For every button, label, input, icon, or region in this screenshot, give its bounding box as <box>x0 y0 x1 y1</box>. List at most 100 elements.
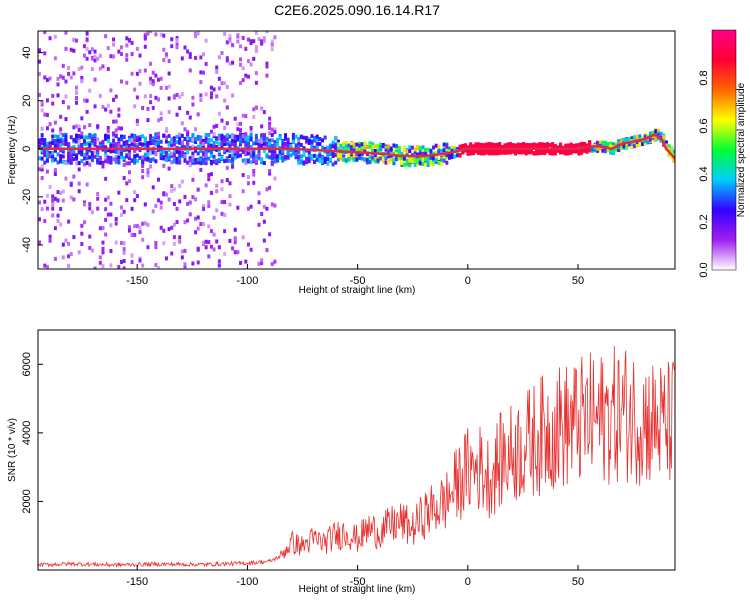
heatmap-cell <box>175 134 179 139</box>
heatmap-cell <box>209 190 213 195</box>
heatmap-cell <box>167 71 171 76</box>
heatmap-cell <box>51 158 55 163</box>
heatmap-cell <box>178 132 182 137</box>
heatmap-cell <box>400 155 404 160</box>
heatmap-cell <box>574 143 578 148</box>
heatmap-cell <box>117 190 121 195</box>
heatmap-cell <box>228 134 232 139</box>
heatmap-cell <box>117 107 121 112</box>
heatmap-cell <box>262 219 266 224</box>
heatmap-cell <box>400 160 404 165</box>
heatmap-cell <box>45 193 49 198</box>
heatmap-cell <box>204 38 208 43</box>
heatmap-cell <box>313 138 317 143</box>
heatmap-cell <box>38 240 41 245</box>
heatmap-cell <box>180 56 184 61</box>
heatmap-cell <box>85 56 89 61</box>
heatmap-cell <box>236 39 240 44</box>
heatmap-cell <box>260 212 264 217</box>
heatmap-cell <box>172 235 176 240</box>
heatmap-x-tick-label: 50 <box>572 275 584 287</box>
heatmap-cell <box>445 160 449 165</box>
heatmap-cell <box>151 79 155 84</box>
heatmap-cell <box>98 66 102 71</box>
heatmap-cell <box>527 143 531 148</box>
heatmap-cell <box>220 118 224 123</box>
heatmap-cell <box>59 114 63 119</box>
heatmap-cell <box>249 62 253 67</box>
heatmap-cell <box>384 156 388 161</box>
heatmap-cell <box>88 206 92 211</box>
heatmap-cell <box>239 44 243 49</box>
heatmap-cell <box>90 210 94 215</box>
heatmap-cell <box>138 225 142 230</box>
heatmap-cell <box>130 40 134 45</box>
heatmap-cell <box>231 148 235 153</box>
heatmap-cell <box>588 148 592 153</box>
heatmap-cell <box>648 137 652 142</box>
heatmap-cell <box>268 169 272 174</box>
heatmap-cell <box>212 159 216 164</box>
heatmap-cell <box>157 118 161 123</box>
heatmap-cell <box>146 118 150 123</box>
heatmap-cell <box>223 31 227 36</box>
heatmap-cell <box>225 137 229 142</box>
heatmap-x-tick-label: -50 <box>350 275 366 287</box>
heatmap-cell <box>545 144 549 149</box>
heatmap-cell <box>127 170 131 175</box>
heatmap-cell <box>143 32 147 37</box>
heatmap-cell <box>138 135 142 140</box>
heatmap-cell <box>154 263 158 268</box>
heatmap-cell <box>61 189 65 194</box>
heatmap-cell <box>180 153 184 158</box>
heatmap-cell <box>283 134 287 139</box>
heatmap-cell <box>45 152 49 157</box>
heatmap-cell <box>164 192 168 197</box>
heatmap-cell <box>88 202 92 207</box>
heatmap-cell <box>466 145 470 150</box>
heatmap-cell <box>159 225 163 230</box>
heatmap-cell <box>670 155 674 160</box>
heatmap-cell <box>133 148 137 153</box>
heatmap-cell <box>56 213 60 218</box>
heatmap-cell <box>619 145 623 150</box>
heatmap-cell <box>331 144 335 149</box>
heatmap-cell <box>209 95 213 100</box>
heatmap-cell <box>432 145 436 150</box>
heatmap-cell <box>389 147 393 152</box>
heatmap-cell <box>281 141 285 146</box>
heatmap-cell <box>566 144 570 149</box>
heatmap-cell <box>112 42 116 47</box>
heatmap-cell <box>265 31 269 34</box>
heatmap-cell <box>432 151 436 156</box>
heatmap-cell <box>482 151 486 156</box>
heatmap-cell <box>418 150 422 155</box>
heatmap-cell <box>69 150 73 155</box>
heatmap-cell <box>410 156 414 161</box>
heatmap-cell <box>215 183 219 188</box>
snr-y-tick-label: 2000 <box>21 489 33 513</box>
heatmap-cell <box>461 143 465 148</box>
heatmap-cell <box>56 82 60 87</box>
heatmap-cell <box>151 105 155 110</box>
heatmap-cell <box>72 174 76 179</box>
heatmap-cell <box>64 238 68 243</box>
heatmap-cell <box>45 113 49 118</box>
heatmap-cell <box>125 36 129 41</box>
heatmap-cell <box>268 121 272 126</box>
heatmap-cell <box>191 154 195 159</box>
heatmap-cell <box>53 134 57 139</box>
heatmap-cell <box>204 161 208 166</box>
heatmap-cell <box>196 136 200 141</box>
heatmap-cell <box>98 93 102 98</box>
heatmap-cell <box>672 149 675 154</box>
heatmap-cell <box>127 152 131 157</box>
heatmap-cell <box>236 134 240 139</box>
heatmap-cell <box>223 125 227 130</box>
heatmap-cell <box>90 150 94 155</box>
heatmap-cell <box>233 240 237 245</box>
heatmap-cell <box>43 31 47 35</box>
heatmap-cell <box>574 149 578 154</box>
heatmap-cell <box>59 74 63 79</box>
heatmap-cell <box>130 138 134 143</box>
